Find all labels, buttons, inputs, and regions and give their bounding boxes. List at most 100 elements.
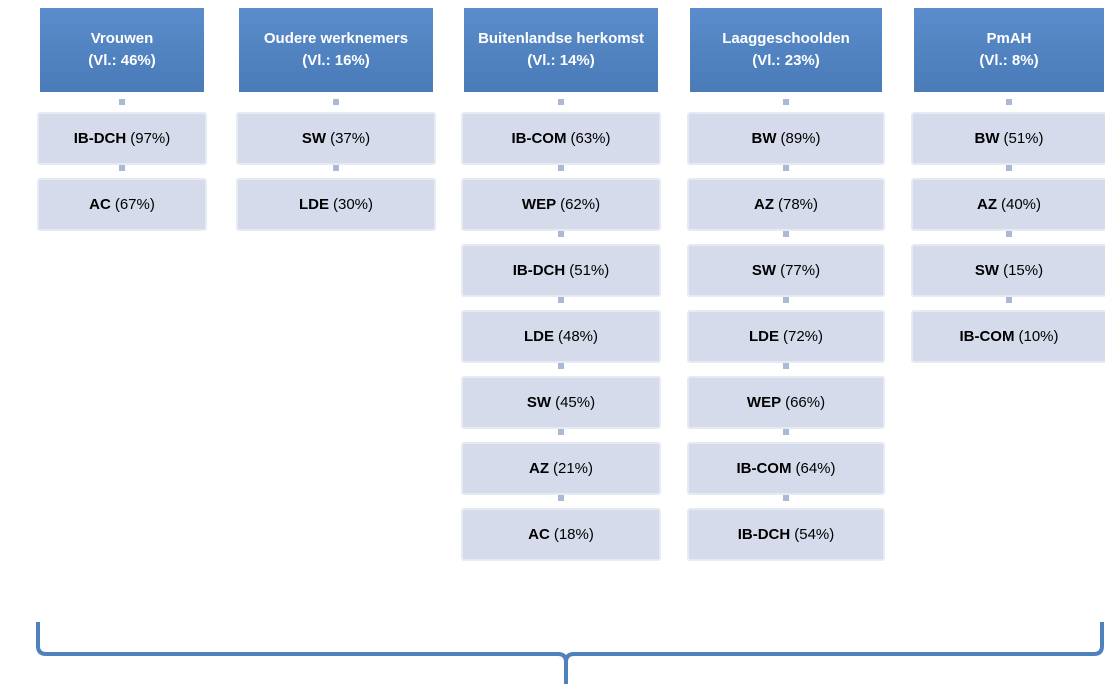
item-share: (89%) [780,130,821,147]
item-share: (66%) [785,394,826,411]
connector [558,297,564,303]
connector [558,165,564,171]
item-code: BW [974,130,1000,147]
item-share: (10%) [1018,328,1059,345]
column-header: Buitenlandse herkomst (Vl.: 14%) [464,8,658,92]
item-code: AC [528,526,550,543]
item-share: (97%) [130,130,171,147]
connector [119,165,125,171]
item-box: IB-COM (63%) [461,112,661,165]
connector [1006,297,1012,303]
connector [783,363,789,369]
item-box: IB-DCH (54%) [687,508,885,561]
item-box: IB-COM (10%) [911,310,1105,363]
item-code: AZ [976,196,997,213]
brace [36,622,1104,684]
item-code: IB-DCH [737,526,791,543]
column-header: Oudere werknemers (Vl.: 16%) [239,8,433,92]
item-code: LDE [298,196,329,213]
item-share: (77%) [780,262,821,279]
item-code: BW [751,130,777,147]
item-share: (67%) [114,196,155,213]
header-subtitle: (Vl.: 16%) [302,52,370,69]
item-box: LDE (48%) [461,310,661,363]
column-header: Laaggeschoolden (Vl.: 23%) [690,8,882,92]
item-code: IB-COM [959,328,1015,345]
connector [558,99,564,105]
item-share: (45%) [555,394,596,411]
item-share: (72%) [782,328,823,345]
item-box: BW (51%) [911,112,1105,165]
header-title: Buitenlandse herkomst [478,30,644,47]
item-code: AZ [528,460,549,477]
item-share: (18%) [553,526,594,543]
connector [119,99,125,105]
item-box: AZ (21%) [461,442,661,495]
item-code: IB-COM [511,130,567,147]
item-share: (54%) [794,526,835,543]
item-box: AZ (40%) [911,178,1105,231]
connector [333,99,339,105]
header-title: Laaggeschoolden [722,30,850,47]
connector [783,99,789,105]
item-code: SW [751,262,777,279]
item-code: LDE [523,328,554,345]
item-box: IB-DCH (51%) [461,244,661,297]
item-box: IB-DCH (97%) [37,112,207,165]
connector [558,363,564,369]
item-share: (40%) [1000,196,1041,213]
connector [783,429,789,435]
connector [783,231,789,237]
item-box: IB-COM (64%) [687,442,885,495]
item-box: WEP (62%) [461,178,661,231]
item-share: (51%) [569,262,610,279]
header-subtitle: (Vl.: 23%) [752,52,820,69]
connector [333,165,339,171]
item-code: IB-DCH [512,262,566,279]
item-box: AZ (78%) [687,178,885,231]
item-box: LDE (72%) [687,310,885,363]
connector [1006,165,1012,171]
item-share: (48%) [557,328,598,345]
connector [558,231,564,237]
item-code: AZ [753,196,774,213]
item-box: BW (89%) [687,112,885,165]
connector [783,297,789,303]
item-share: (63%) [570,130,611,147]
column-header: PmAH (Vl.: 8%) [914,8,1104,92]
header-subtitle: (Vl.: 14%) [527,52,595,69]
header-title: PmAH [986,30,1032,47]
item-box: SW (45%) [461,376,661,429]
item-share: (62%) [560,196,601,213]
item-share: (15%) [1003,262,1044,279]
item-box: AC (67%) [37,178,207,231]
item-box: AC (18%) [461,508,661,561]
item-code: SW [301,130,327,147]
item-share: (78%) [777,196,818,213]
header-subtitle: (Vl.: 46%) [88,52,156,69]
item-code: SW [526,394,552,411]
connector [1006,231,1012,237]
column-header: Vrouwen (Vl.: 46%) [40,8,204,92]
connector [783,165,789,171]
connector [558,429,564,435]
item-share: (21%) [552,460,593,477]
connector [558,495,564,501]
item-share: (30%) [332,196,373,213]
header-title: Vrouwen [90,30,154,47]
item-code: IB-DCH [73,130,127,147]
item-code: WEP [521,196,557,213]
item-code: SW [974,262,1000,279]
item-box: SW (15%) [911,244,1105,297]
item-code: IB-COM [736,460,792,477]
item-box: SW (77%) [687,244,885,297]
item-code: AC [89,196,111,213]
connector [1006,99,1012,105]
item-code: LDE [748,328,779,345]
item-box: LDE (30%) [236,178,436,231]
item-box: SW (37%) [236,112,436,165]
connector [783,495,789,501]
item-code: WEP [746,394,782,411]
